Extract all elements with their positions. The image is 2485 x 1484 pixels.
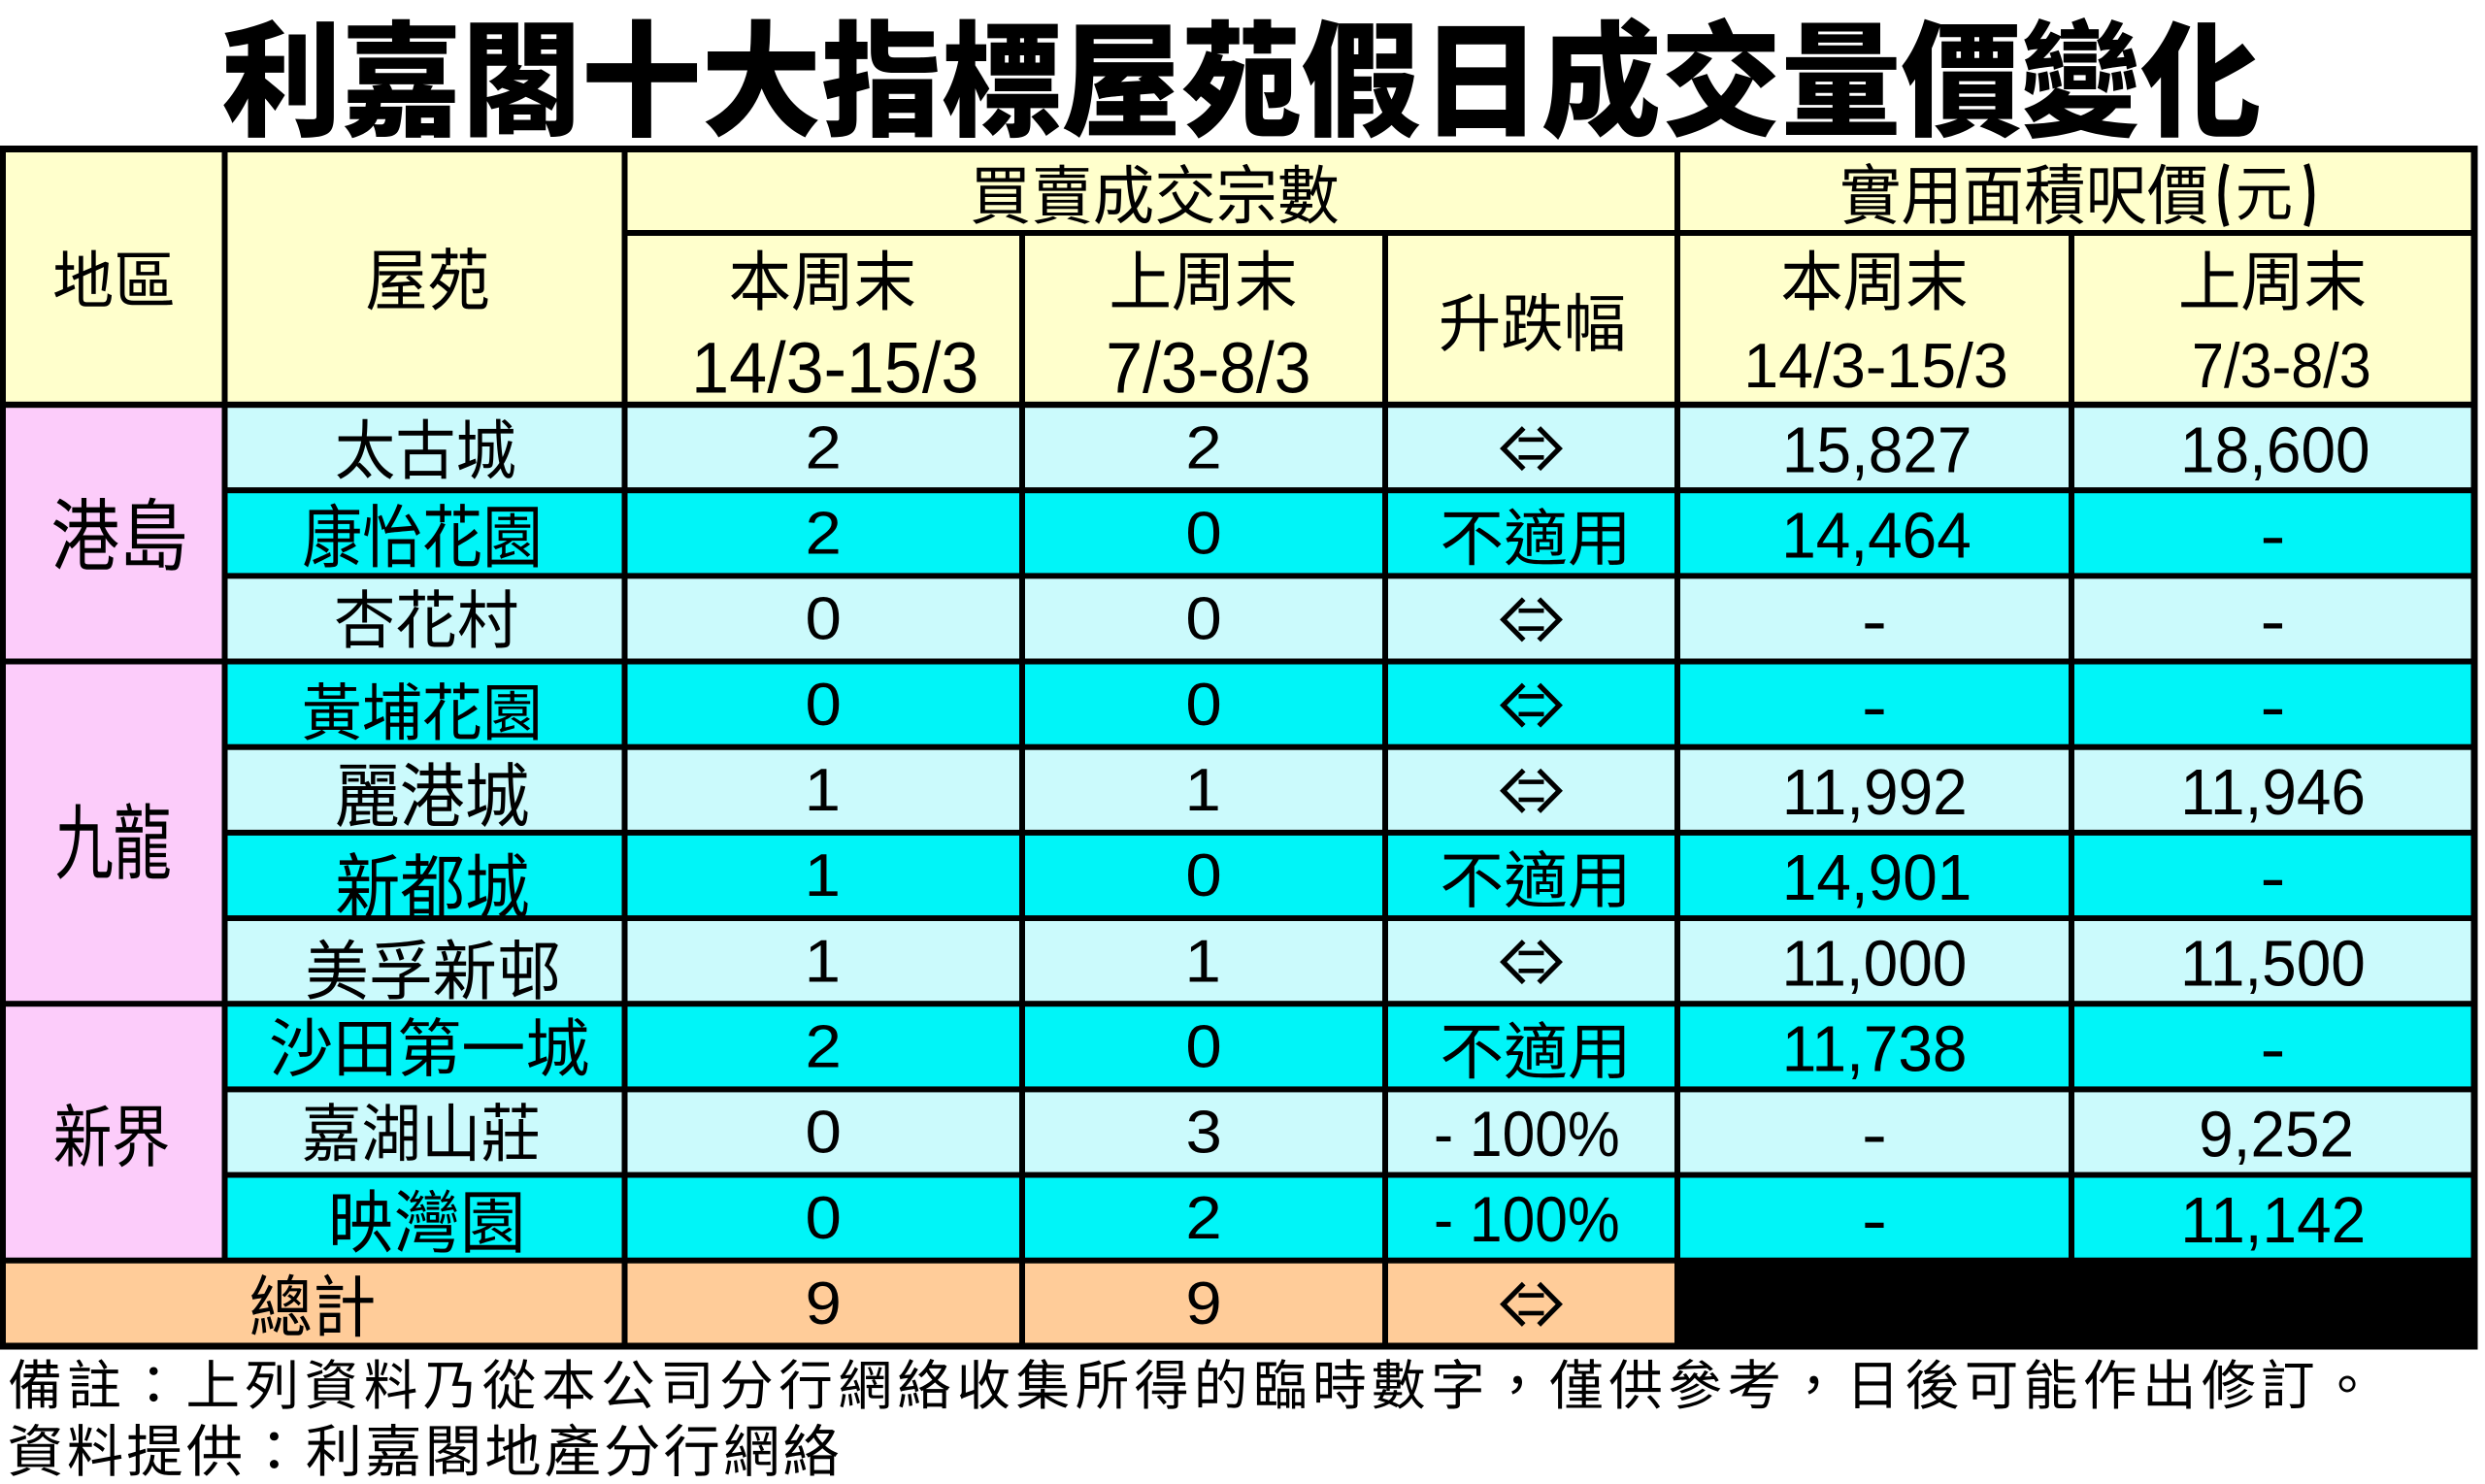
svg-text:7/3-8/3: 7/3-8/3 (2192, 332, 2371, 402)
svg-text:11,000: 11,000 (1782, 927, 1968, 999)
svg-text:1: 1 (805, 755, 841, 823)
svg-text:2: 2 (1185, 1183, 1221, 1251)
svg-text:14,901: 14,901 (1782, 841, 1972, 913)
svg-text:2: 2 (806, 413, 842, 481)
svg-text:14/3-15/3: 14/3-15/3 (691, 329, 978, 409)
svg-text:0: 0 (806, 670, 842, 738)
svg-text:2: 2 (806, 1012, 842, 1080)
svg-text:-: - (1862, 1099, 1887, 1171)
svg-text:2: 2 (806, 499, 842, 567)
svg-text:-: - (1862, 1184, 1887, 1256)
svg-text:-: - (2260, 842, 2285, 914)
svg-text:9: 9 (1185, 1269, 1221, 1336)
svg-text:-: - (2260, 500, 2285, 572)
svg-text:11,738: 11,738 (1782, 1012, 1968, 1084)
svg-text:0: 0 (1185, 841, 1221, 909)
svg-text:-: - (2260, 1013, 2285, 1085)
svg-text:1: 1 (1184, 927, 1220, 995)
svg-text:-: - (1862, 671, 1887, 742)
svg-text:14,464: 14,464 (1781, 499, 1971, 571)
svg-text:0: 0 (1185, 584, 1221, 652)
svg-text:0: 0 (1185, 499, 1221, 567)
svg-text:7/3-8/3: 7/3-8/3 (1106, 329, 1310, 409)
svg-text:11,142: 11,142 (2180, 1184, 2366, 1256)
svg-text:- 100%: - 100% (1434, 1100, 1620, 1171)
svg-text:15,827: 15,827 (1782, 413, 1972, 485)
svg-text:9: 9 (806, 1269, 842, 1336)
svg-text:14/3-15/3: 14/3-15/3 (1743, 331, 2008, 401)
svg-text:0: 0 (806, 584, 842, 652)
svg-text:1: 1 (1184, 755, 1220, 823)
svg-text:-: - (2260, 585, 2285, 657)
svg-text:-: - (1862, 585, 1887, 657)
svg-text:9,252: 9,252 (2199, 1099, 2354, 1171)
svg-text:0: 0 (1185, 1012, 1221, 1080)
svg-text:11,946: 11,946 (2180, 756, 2366, 828)
svg-text:18,600: 18,600 (2180, 413, 2370, 485)
svg-text:0: 0 (806, 1183, 842, 1251)
svg-text:- 100%: - 100% (1434, 1185, 1620, 1256)
svg-text:0: 0 (806, 1098, 842, 1166)
svg-text:3: 3 (1186, 1098, 1222, 1166)
svg-text:1: 1 (805, 841, 841, 909)
svg-text:2: 2 (1185, 413, 1221, 481)
svg-text:-: - (2260, 671, 2285, 742)
svg-text:11,500: 11,500 (2180, 927, 2366, 999)
svg-text:11,992: 11,992 (1782, 756, 1968, 828)
svg-text:0: 0 (1185, 670, 1221, 738)
svg-text:1: 1 (805, 927, 841, 995)
